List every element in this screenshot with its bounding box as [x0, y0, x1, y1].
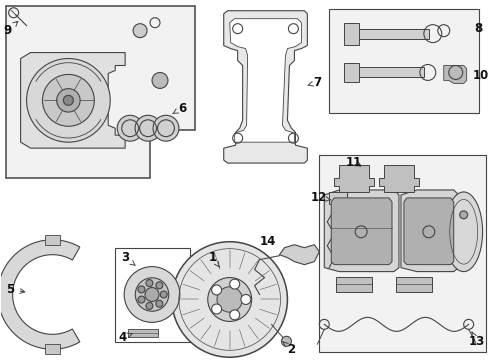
Circle shape [145, 288, 159, 301]
Bar [45, 344, 60, 354]
Circle shape [146, 280, 153, 287]
Bar [329, 192, 347, 204]
Circle shape [212, 304, 221, 314]
Circle shape [208, 278, 252, 321]
Circle shape [156, 282, 163, 289]
Circle shape [43, 75, 95, 126]
Polygon shape [230, 19, 301, 142]
Bar [344, 63, 359, 82]
Circle shape [172, 242, 288, 357]
Text: 14: 14 [259, 235, 276, 248]
Circle shape [281, 336, 292, 346]
Polygon shape [396, 276, 432, 292]
Circle shape [57, 89, 80, 112]
Bar [319, 155, 486, 352]
Ellipse shape [445, 192, 483, 271]
Polygon shape [224, 11, 307, 163]
Circle shape [230, 310, 240, 320]
Bar [344, 23, 359, 45]
Text: 9: 9 [3, 22, 18, 37]
Text: 5: 5 [6, 283, 25, 296]
Circle shape [117, 115, 143, 141]
Text: 7: 7 [308, 76, 321, 89]
Circle shape [153, 115, 179, 141]
Circle shape [230, 279, 240, 289]
Polygon shape [336, 276, 372, 292]
Polygon shape [401, 190, 459, 271]
Polygon shape [404, 198, 454, 265]
Circle shape [146, 302, 153, 309]
Circle shape [217, 287, 243, 312]
Circle shape [135, 278, 169, 311]
Polygon shape [21, 53, 125, 148]
Polygon shape [444, 66, 466, 84]
Text: 11: 11 [346, 156, 362, 168]
Text: 13: 13 [468, 332, 485, 348]
Text: 4: 4 [118, 331, 132, 344]
Polygon shape [379, 165, 419, 192]
Bar [128, 329, 158, 337]
Bar [359, 67, 424, 77]
Circle shape [212, 285, 221, 295]
Text: 8: 8 [474, 22, 483, 35]
Circle shape [133, 24, 147, 38]
Text: 12: 12 [311, 192, 330, 204]
Polygon shape [0, 240, 80, 349]
Circle shape [135, 115, 161, 141]
Text: 2: 2 [283, 341, 295, 356]
Circle shape [124, 267, 180, 322]
Polygon shape [6, 6, 195, 178]
Circle shape [138, 286, 145, 293]
Bar [45, 235, 60, 245]
Polygon shape [334, 165, 374, 192]
Polygon shape [279, 245, 319, 265]
Text: 3: 3 [121, 251, 135, 265]
Bar [359, 29, 429, 39]
Text: 6: 6 [172, 102, 186, 115]
Circle shape [160, 291, 167, 298]
Circle shape [156, 300, 163, 307]
Text: 1: 1 [209, 251, 220, 267]
Circle shape [26, 59, 110, 142]
Polygon shape [324, 190, 399, 271]
Text: 10: 10 [472, 69, 489, 82]
Bar [329, 9, 479, 113]
Circle shape [63, 95, 74, 105]
Circle shape [152, 72, 168, 89]
Bar [115, 248, 190, 342]
Circle shape [460, 211, 467, 219]
Circle shape [138, 296, 145, 303]
Circle shape [241, 294, 251, 305]
Polygon shape [331, 198, 392, 265]
